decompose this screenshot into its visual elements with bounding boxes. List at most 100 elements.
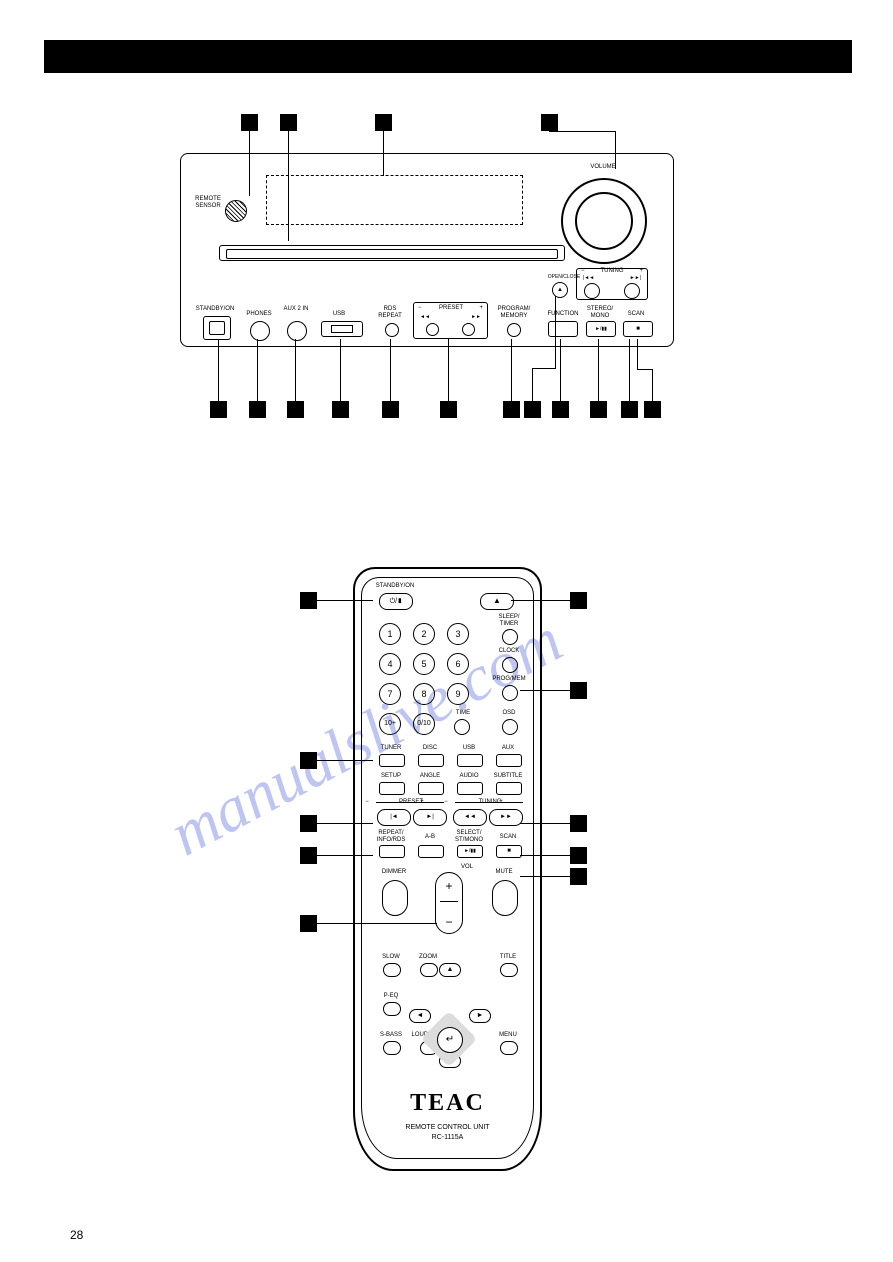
angle-button[interactable] xyxy=(418,782,444,795)
play-pause-button[interactable]: ►/▮▮ xyxy=(586,321,616,337)
lead-line xyxy=(249,131,250,196)
tuner-button[interactable] xyxy=(379,754,405,767)
label-next: ►►| xyxy=(630,275,641,282)
lead-line xyxy=(637,339,638,369)
standby-button[interactable] xyxy=(203,316,231,340)
lead-line xyxy=(257,339,258,401)
preset-minus-button[interactable] xyxy=(426,323,439,336)
disc-button[interactable] xyxy=(418,754,444,767)
label-mute: MUTE xyxy=(484,869,524,876)
num-9[interactable]: 9 xyxy=(447,683,469,705)
slow-button[interactable] xyxy=(383,963,401,977)
subtitle: REMOTE CONTROL UNIT xyxy=(355,1124,540,1131)
label-dimmer: DIMMER xyxy=(374,869,414,876)
arrow-right[interactable]: ► xyxy=(469,1009,491,1023)
label-remote-sensor: REMOTE SENSOR xyxy=(193,196,223,210)
usb-button[interactable] xyxy=(457,754,483,767)
p-eq-button[interactable] xyxy=(383,1002,401,1016)
callout xyxy=(644,401,661,418)
dimmer-button[interactable] xyxy=(382,880,408,916)
num-1[interactable]: 1 xyxy=(379,623,401,645)
label-volume: VOLUME xyxy=(583,164,623,171)
lead-line xyxy=(288,131,289,241)
subtitle-button[interactable] xyxy=(496,782,522,795)
audio-button[interactable] xyxy=(457,782,483,795)
label-sleep-timer: SLEEP/ TIMER xyxy=(489,614,529,628)
label-skip-back: ◄◄ xyxy=(420,314,430,321)
callout xyxy=(287,401,304,418)
arrow-up[interactable]: ▲ xyxy=(439,963,461,977)
aux2-jack[interactable] xyxy=(287,321,307,341)
label-usb: USB xyxy=(324,311,354,318)
num-6[interactable]: 6 xyxy=(447,653,469,675)
disc-tray[interactable] xyxy=(219,245,565,261)
rew-button[interactable]: ◄◄ xyxy=(453,809,487,826)
function-button[interactable] xyxy=(548,321,578,337)
callout xyxy=(570,592,587,609)
program-memory-button[interactable] xyxy=(507,323,521,337)
label-prev: |◄◄ xyxy=(583,275,594,282)
rds-repeat-button[interactable] xyxy=(385,323,399,337)
callout xyxy=(570,847,587,864)
tuning-minus-button[interactable] xyxy=(584,283,600,299)
num-5[interactable]: 5 xyxy=(413,653,435,675)
clock-button[interactable] xyxy=(502,657,518,673)
open-close-button[interactable]: ▲ xyxy=(480,593,514,610)
repeat-button[interactable] xyxy=(379,845,405,858)
label-program-memory: PROGRAM/ MEMORY xyxy=(492,306,536,320)
label-time: TIME xyxy=(443,710,483,717)
arrow-left[interactable]: ◄ xyxy=(409,1009,431,1023)
play-pause-button[interactable]: ►/▮▮ xyxy=(457,845,483,858)
label-function: FUNCTION xyxy=(543,311,583,318)
preset-box: − PRESET + ◄◄ ►► xyxy=(413,302,488,339)
num-10plus[interactable]: 10+ xyxy=(379,713,401,735)
lead-line xyxy=(532,368,533,401)
stop-button[interactable]: ■ xyxy=(623,321,653,337)
label-scan: SCAN xyxy=(621,311,651,318)
volume-knob[interactable] xyxy=(561,178,647,264)
num-4[interactable]: 4 xyxy=(379,653,401,675)
time-button[interactable] xyxy=(454,719,470,735)
callout xyxy=(241,114,258,131)
num-0[interactable]: 0/10 xyxy=(413,713,435,735)
page: manualslive.com REMOTE SENSOR VOLUME STA… xyxy=(0,0,893,1262)
callout xyxy=(382,401,399,418)
mute-button[interactable] xyxy=(492,880,518,916)
aux-button[interactable] xyxy=(496,754,522,767)
callout xyxy=(210,401,227,418)
setup-button[interactable] xyxy=(379,782,405,795)
osd-button[interactable] xyxy=(502,719,518,735)
lead-line xyxy=(295,339,296,401)
remote-sensor xyxy=(225,200,247,222)
usb-port[interactable] xyxy=(321,321,363,337)
stop-button[interactable]: ■ xyxy=(496,845,522,858)
preset-plus-button[interactable] xyxy=(462,323,475,336)
volume-rocker[interactable]: + − xyxy=(435,872,463,934)
num-7[interactable]: 7 xyxy=(379,683,401,705)
standby-button[interactable]: ⏻/▮ xyxy=(379,593,413,610)
prog-mem-button[interactable] xyxy=(502,685,518,701)
label-scan: SCAN xyxy=(488,834,528,841)
callout xyxy=(570,868,587,885)
label-subtitle: SUBTITLE xyxy=(488,773,528,780)
lead-line xyxy=(317,600,373,601)
phones-jack[interactable] xyxy=(250,321,270,341)
label-phones: PHONES xyxy=(242,311,276,318)
num-8[interactable]: 8 xyxy=(413,683,435,705)
num-3[interactable]: 3 xyxy=(447,623,469,645)
num-2[interactable]: 2 xyxy=(413,623,435,645)
next-button[interactable]: ►| xyxy=(413,809,447,826)
tuning-plus-button[interactable] xyxy=(624,283,640,299)
prev-button[interactable]: |◄ xyxy=(377,809,411,826)
a-b-button[interactable] xyxy=(418,845,444,858)
zoom-button[interactable] xyxy=(420,963,438,977)
sleep-timer-button[interactable] xyxy=(502,629,518,645)
ffwd-button[interactable]: ►► xyxy=(489,809,523,826)
callout xyxy=(375,114,392,131)
s-bass-button[interactable] xyxy=(383,1041,401,1055)
label-setup: SETUP xyxy=(371,773,411,780)
callout xyxy=(300,592,317,609)
enter-button[interactable]: ↵ xyxy=(437,1027,463,1053)
title-button[interactable] xyxy=(500,963,518,977)
menu-button[interactable] xyxy=(500,1041,518,1055)
